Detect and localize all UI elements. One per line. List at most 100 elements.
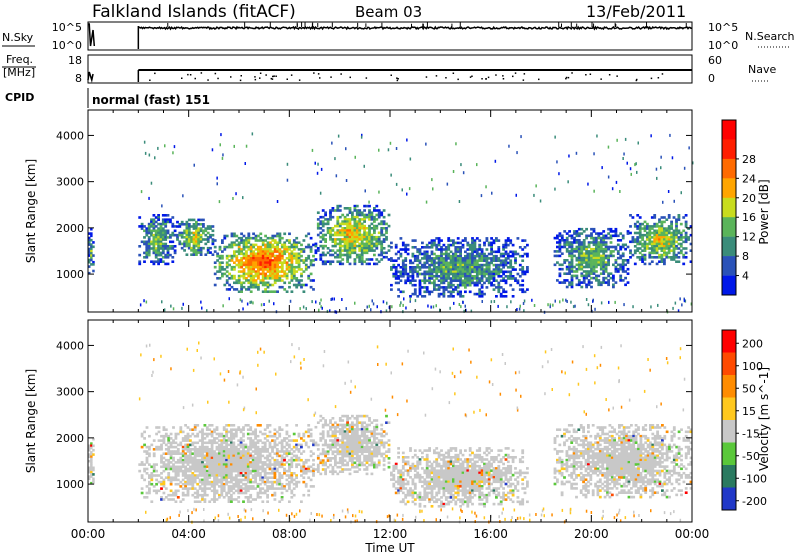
heatmap-cell (150, 472, 154, 475)
heatmap-cell (636, 225, 640, 228)
heatmap-cell (523, 270, 527, 274)
heatmap-cell (392, 266, 396, 269)
heatmap-cell (230, 496, 233, 499)
heatmap-cell (516, 279, 520, 282)
heatmap-cell (290, 489, 294, 493)
heatmap-cell (179, 443, 183, 447)
heatmap-cell (462, 171, 465, 175)
freq-tick-bottom: 8 (75, 72, 82, 85)
heatmap-cell (185, 240, 189, 243)
heatmap-cell (199, 236, 203, 239)
heatmap-cell (218, 493, 221, 497)
heatmap-cell (435, 275, 439, 278)
heatmap-cell (246, 467, 250, 471)
nave-dot (189, 74, 192, 76)
heatmap-cell (193, 454, 197, 458)
heatmap-cell (254, 448, 257, 451)
heatmap-cell (239, 439, 243, 442)
y-tick-label: 3000 (56, 176, 84, 189)
heatmap-cell (218, 456, 221, 460)
heatmap-cell (667, 247, 671, 250)
heatmap-cell (288, 450, 291, 453)
nave-dot (217, 77, 219, 80)
heatmap-cell (485, 263, 489, 267)
heatmap-cell (442, 272, 446, 276)
heatmap-cell (162, 441, 166, 445)
heatmap-cell (360, 262, 364, 266)
heatmap-cell (295, 265, 299, 269)
heatmap-cell (487, 272, 491, 276)
heatmap-cell (203, 487, 207, 490)
heatmap-cell (670, 245, 673, 248)
heatmap-cell (404, 272, 408, 276)
heatmap-cell (636, 220, 640, 224)
heatmap-cell (614, 259, 618, 262)
heatmap-cell (145, 251, 149, 255)
heatmap-cell (285, 478, 289, 482)
heatmap-cell (660, 240, 664, 244)
heatmap-cell (404, 268, 408, 271)
heatmap-cell (271, 290, 275, 293)
heatmap-cell (302, 239, 306, 242)
heatmap-cell (385, 222, 388, 226)
heatmap-cell (206, 236, 210, 239)
heatmap-cell (237, 236, 241, 240)
heatmap-cell (290, 268, 294, 271)
heatmap-cell (660, 256, 664, 259)
heatmap-cell (157, 146, 159, 150)
heatmap-cell (225, 432, 228, 436)
heatmap-cell (201, 439, 204, 442)
nave-dot (271, 78, 274, 80)
heatmap-cell (363, 227, 366, 230)
heatmap-cell (316, 171, 319, 175)
heatmap-cell (235, 192, 237, 196)
heatmap-cell (626, 267, 630, 271)
heatmap-cell (650, 225, 654, 228)
heatmap-cell (351, 224, 354, 228)
heatmap-cell (338, 255, 342, 259)
heatmap-cell (145, 485, 149, 488)
heatmap-cell (358, 229, 362, 232)
heatmap-cell (200, 300, 202, 304)
heatmap-cell (672, 306, 674, 310)
heatmap-cell (646, 231, 649, 235)
heatmap-cell (648, 251, 652, 255)
heatmap-cell (213, 428, 216, 431)
heatmap-cell (468, 261, 472, 265)
heatmap-cell (145, 461, 149, 464)
heatmap-cell (684, 238, 688, 241)
heatmap-cell (497, 266, 501, 269)
heatmap-cell (235, 263, 239, 267)
heatmap-cell (249, 236, 253, 240)
heatmap-cell (461, 259, 465, 262)
heatmap-cell (312, 288, 315, 291)
heatmap-cell (665, 233, 669, 237)
heatmap-cell (609, 250, 613, 253)
heatmap-cell (215, 480, 219, 484)
heatmap-cell (266, 493, 269, 497)
heatmap-cell (309, 465, 313, 469)
heatmap-cell (358, 224, 362, 228)
heatmap-cell (190, 236, 193, 239)
heatmap-cell (268, 441, 272, 445)
heatmap-cell (261, 467, 265, 471)
heatmap-cell (502, 259, 505, 262)
heatmap-cell (575, 283, 579, 287)
heatmap-cell (319, 235, 323, 239)
heatmap-cell (140, 476, 144, 479)
heatmap-cell (162, 452, 166, 455)
heatmap-cell (254, 274, 258, 278)
heatmap-cell (259, 474, 262, 477)
heatmap-cell (655, 222, 659, 226)
heatmap-cell (245, 257, 248, 260)
heatmap-cell (278, 236, 282, 240)
heatmap-cell (218, 458, 221, 462)
heatmap-cell (257, 283, 260, 287)
heatmap-cell (602, 250, 606, 253)
heatmap-cell (283, 261, 287, 264)
heatmap-cell (280, 450, 284, 453)
heatmap-cell (580, 243, 584, 247)
heatmap-cell (360, 135, 363, 139)
heatmap-cell (616, 250, 620, 253)
heatmap-cell (665, 251, 669, 255)
